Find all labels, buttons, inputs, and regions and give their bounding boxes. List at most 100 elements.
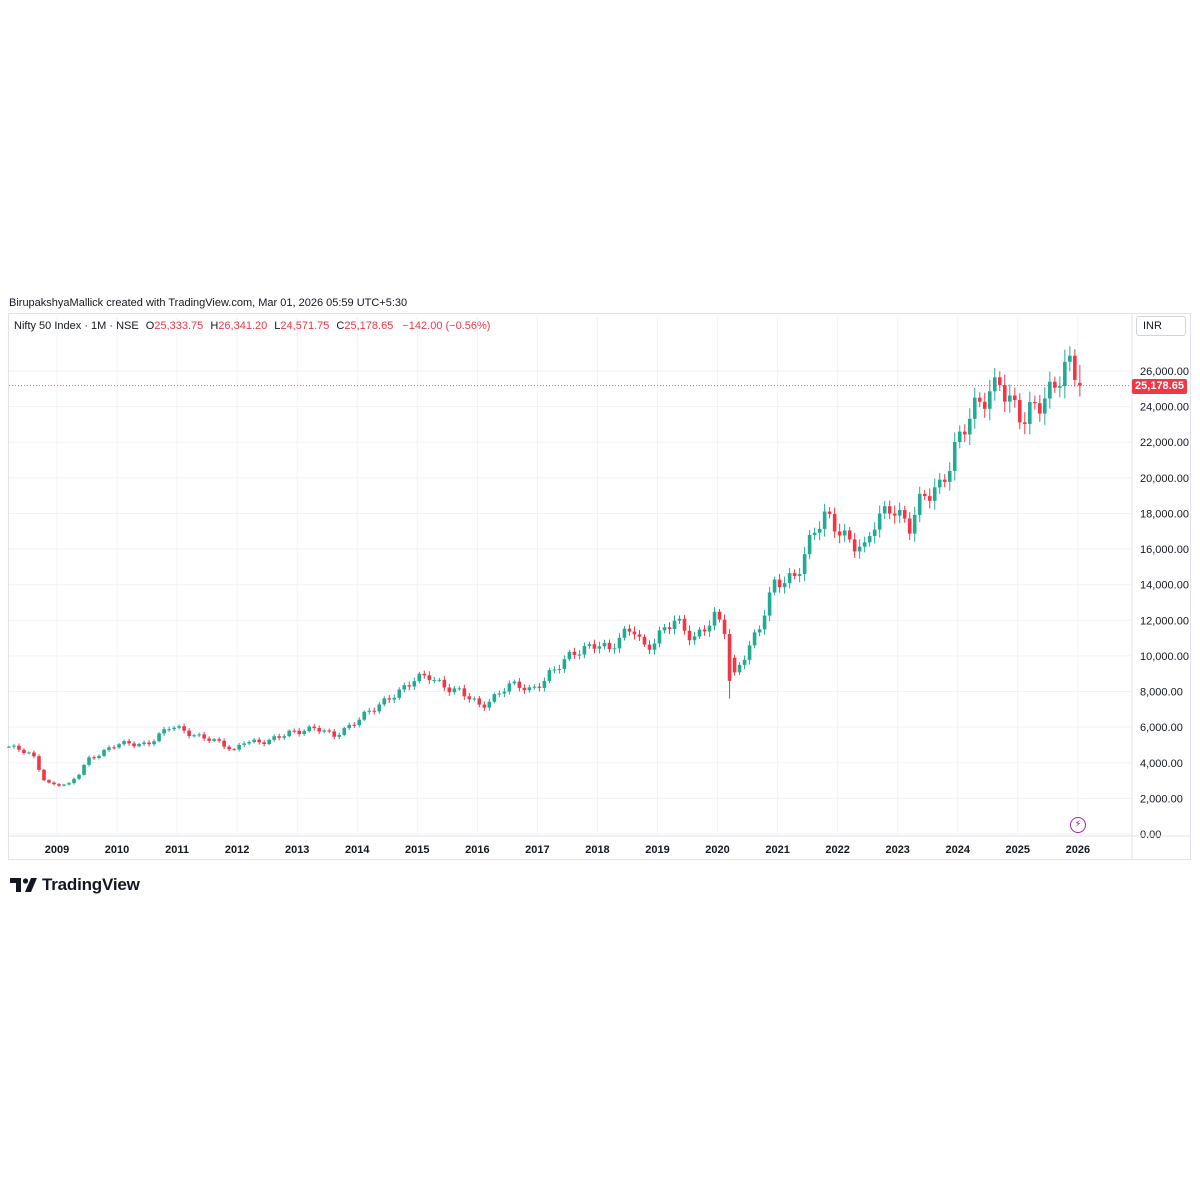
y-tick-label: 8,000.00 bbox=[1140, 687, 1183, 699]
candle-body bbox=[908, 518, 912, 533]
candle-body bbox=[132, 743, 136, 746]
candle-body bbox=[818, 529, 822, 533]
candle-body bbox=[813, 533, 817, 535]
candle-body bbox=[197, 734, 201, 735]
candle-body bbox=[853, 539, 857, 551]
candle-body bbox=[693, 636, 697, 640]
candle-body bbox=[528, 687, 532, 690]
candle-body bbox=[372, 711, 376, 712]
candle-body bbox=[257, 740, 261, 743]
candle-body bbox=[903, 510, 907, 518]
candle-body bbox=[723, 620, 727, 634]
y-tick-label: 22,000.00 bbox=[1140, 437, 1189, 449]
candle-body bbox=[112, 747, 116, 748]
candle-body bbox=[347, 725, 351, 728]
candle-body bbox=[493, 694, 497, 702]
candle-body bbox=[212, 739, 216, 741]
candle-body bbox=[52, 783, 56, 785]
candle-body bbox=[1053, 382, 1057, 388]
legend-symbol[interactable]: Nifty 50 Index · 1M · NSE bbox=[14, 320, 139, 332]
candle-body bbox=[938, 480, 942, 488]
y-tick-label: 24,000.00 bbox=[1140, 402, 1189, 414]
candle-body bbox=[252, 740, 256, 742]
candle-body bbox=[718, 612, 722, 620]
candle-body bbox=[247, 742, 251, 743]
candle-body bbox=[873, 530, 877, 536]
candle-body bbox=[833, 514, 837, 532]
y-tick-label: 14,000.00 bbox=[1140, 580, 1189, 592]
candle-body bbox=[32, 752, 36, 756]
candle-body bbox=[748, 645, 752, 659]
candle-body bbox=[623, 629, 627, 638]
candle-body bbox=[643, 637, 647, 645]
candle-body bbox=[453, 688, 457, 692]
candle-body bbox=[758, 629, 762, 632]
legend-high-value: 26,341.20 bbox=[218, 320, 267, 332]
x-tick-label: 2024 bbox=[946, 844, 971, 856]
candle-body bbox=[943, 480, 947, 482]
candle-body bbox=[858, 547, 862, 552]
y-tick-label: 2,000.00 bbox=[1140, 793, 1183, 805]
candle-body bbox=[823, 512, 827, 529]
candle-body bbox=[763, 616, 767, 630]
candle-body bbox=[117, 744, 121, 747]
currency-selector[interactable]: INR bbox=[1136, 316, 1186, 336]
candle-body bbox=[382, 698, 386, 704]
candle-body bbox=[598, 646, 602, 648]
candle-body bbox=[783, 583, 787, 587]
candle-body bbox=[773, 580, 777, 593]
candle-body bbox=[187, 731, 191, 736]
candle-body bbox=[1028, 402, 1032, 424]
x-tick-label: 2017 bbox=[525, 844, 549, 856]
candle-body bbox=[733, 658, 737, 673]
candle-body bbox=[122, 741, 126, 744]
x-tick-label: 2026 bbox=[1066, 844, 1090, 856]
lightning-icon[interactable]: ⚡ bbox=[1070, 817, 1086, 833]
candle-body bbox=[1033, 402, 1037, 403]
candle-body bbox=[157, 733, 161, 741]
candle-body bbox=[788, 573, 792, 583]
candle-body bbox=[107, 747, 111, 750]
candle-body bbox=[102, 750, 106, 756]
candle-body bbox=[7, 747, 11, 748]
candle-body bbox=[893, 514, 897, 516]
tradingview-logo[interactable]: TradingView bbox=[10, 874, 140, 896]
candle-body bbox=[678, 619, 682, 621]
candle-body bbox=[1048, 382, 1052, 399]
candle-body bbox=[152, 741, 156, 744]
x-tick-label: 2025 bbox=[1006, 844, 1030, 856]
candle-body bbox=[272, 736, 276, 740]
candle-body bbox=[67, 783, 71, 784]
legend-close-value: 25,178.65 bbox=[344, 320, 393, 332]
candle-body bbox=[708, 626, 712, 632]
candle-body bbox=[172, 728, 176, 729]
candle-body bbox=[1038, 403, 1042, 413]
x-tick-label: 2009 bbox=[45, 844, 69, 856]
candle-body bbox=[1008, 395, 1012, 401]
candle-body bbox=[418, 674, 422, 681]
candle-body bbox=[82, 765, 86, 775]
candle-body bbox=[513, 682, 517, 684]
candle-body bbox=[863, 542, 867, 546]
candle-body bbox=[1018, 400, 1022, 422]
candle-body bbox=[713, 612, 717, 626]
x-tick-label: 2022 bbox=[825, 844, 849, 856]
candle-body bbox=[97, 756, 101, 758]
candle-body bbox=[287, 731, 291, 736]
candle-body bbox=[603, 643, 607, 646]
candle-body bbox=[593, 644, 597, 649]
candle-body bbox=[357, 720, 361, 725]
candle-body bbox=[1023, 422, 1027, 424]
candle-body bbox=[92, 757, 96, 758]
candle-body bbox=[407, 685, 411, 686]
candle-body bbox=[588, 644, 592, 646]
candle-body bbox=[498, 694, 502, 695]
candle-body bbox=[362, 712, 366, 720]
candle-body bbox=[282, 736, 286, 738]
candle-body bbox=[352, 725, 356, 726]
candle-body bbox=[583, 646, 587, 654]
candle-body bbox=[658, 630, 662, 643]
candle-body bbox=[703, 630, 707, 632]
candle-body bbox=[508, 683, 512, 691]
